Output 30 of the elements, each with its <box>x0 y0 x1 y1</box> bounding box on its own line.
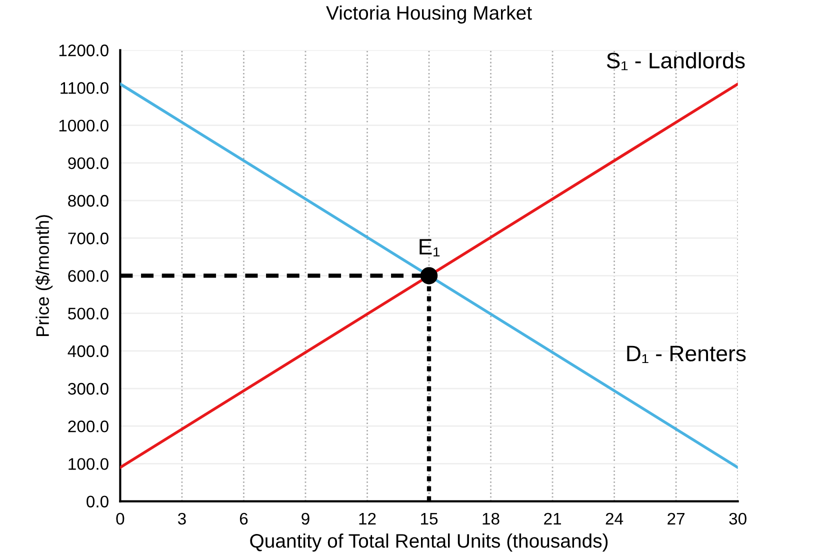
annotation: S₁ - Landlords <box>606 52 745 70</box>
y-tick-label: 400.0 <box>68 345 108 358</box>
x-tick-label: 0 <box>116 512 124 525</box>
x-tick-label: 30 <box>729 512 746 525</box>
annotation: D₁ - Renters <box>627 346 746 364</box>
y-tick-label: 300.0 <box>68 382 108 395</box>
x-tick-label: 24 <box>606 512 624 524</box>
x-tick-label: 3 <box>178 512 186 525</box>
y-tick-label: 1100.0 <box>60 82 108 94</box>
y-tick-label: 600.0 <box>68 270 108 282</box>
y-axis-title: Price ($/month) <box>35 215 53 336</box>
x-tick-label: 6 <box>240 512 248 525</box>
y-tick-label: 1200.0 <box>59 44 108 56</box>
y-tick-label: 700.0 <box>68 232 108 244</box>
x-tick-label: 27 <box>668 512 684 524</box>
y-tick-label: 100.0 <box>68 458 108 470</box>
x-tick-label: 15 <box>421 513 438 525</box>
y-tick-label: 200.0 <box>68 420 108 432</box>
x-tick-label: 12 <box>359 512 376 524</box>
chart-title: Victoria Housing Market <box>326 5 532 24</box>
x-tick-label: 9 <box>302 512 310 525</box>
x-tick-label: 21 <box>544 512 561 524</box>
x-tick-label: 18 <box>482 512 500 525</box>
y-tick-label: 900.0 <box>68 157 108 170</box>
annotation: E₁ <box>420 239 440 256</box>
x-axis-title: Quantity of Total Rental Units (thousands) <box>250 534 608 552</box>
y-tick-label: 0.0 <box>86 496 108 508</box>
y-tick-label: 500.0 <box>68 308 108 320</box>
y-tick-label: 800.0 <box>68 194 108 207</box>
y-tick-label: 1000.0 <box>59 120 108 132</box>
